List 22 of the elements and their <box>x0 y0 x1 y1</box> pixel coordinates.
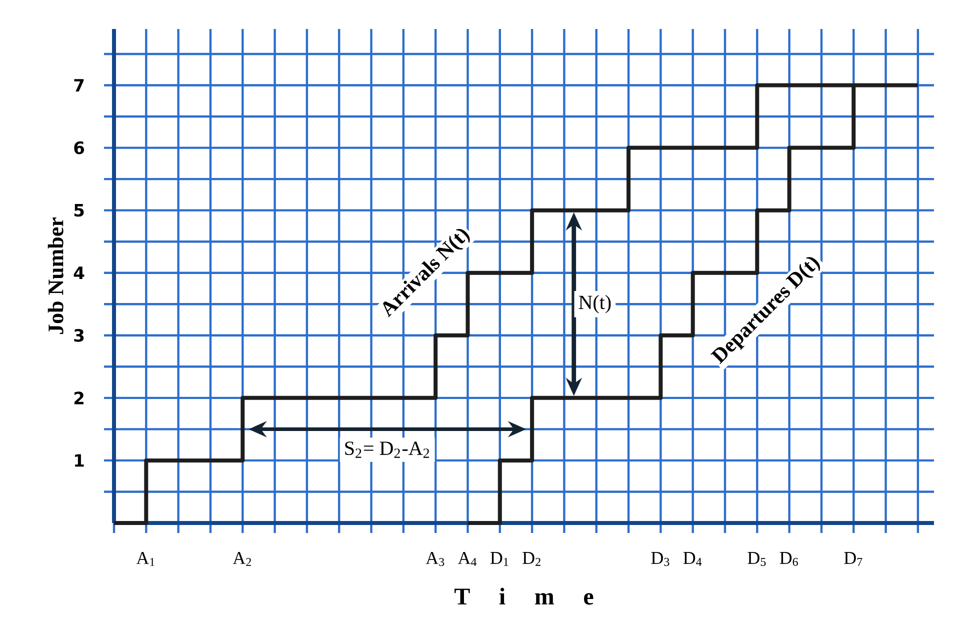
y-tick-label: 7 <box>74 79 84 92</box>
x-axis-title: T i m e <box>454 588 594 605</box>
y-tick-label: 4 <box>74 266 84 280</box>
y-tick-label: 2 <box>74 392 84 404</box>
x-tick-label: D$_{3}$ <box>651 552 670 566</box>
x-tick-label: D$_{6}$ <box>780 552 798 566</box>
annotation: S$_{2}$= D$_{2}$-A$_{2}$ <box>345 442 430 458</box>
y-tick-label: 3 <box>74 328 84 342</box>
annotation: N(t) <box>578 295 611 314</box>
y-tick-label: 1 <box>75 454 84 467</box>
x-tick-label: A$_{3}$ <box>426 552 444 566</box>
x-tick-label: A$_{2}$ <box>232 552 251 566</box>
x-tick-label: D$_{5}$ <box>748 552 766 566</box>
y-tick-label: 6 <box>74 141 84 154</box>
x-tick-label: A$_{4}$ <box>458 552 477 566</box>
y-axis-title: Job Number <box>48 218 64 334</box>
x-tick-label: D$_{1}$ <box>490 552 508 566</box>
x-tick-label: D$_{7}$ <box>844 552 862 566</box>
x-tick-label: D$_{2}$ <box>522 552 540 566</box>
y-tick-label: 5 <box>74 204 84 217</box>
x-tick-label: D$_{4}$ <box>683 552 702 566</box>
x-tick-label: A$_{1}$ <box>136 552 154 566</box>
